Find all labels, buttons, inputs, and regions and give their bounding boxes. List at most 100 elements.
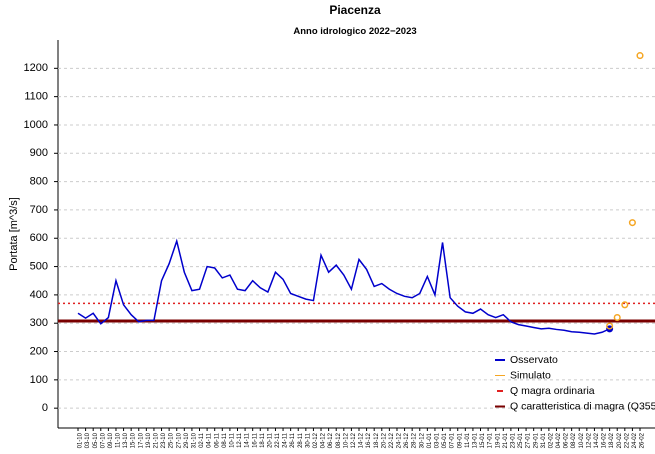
x-tick-label: 02-02 xyxy=(548,432,554,448)
x-tick-label: 14-12 xyxy=(359,432,365,448)
x-tick-label: 18-12 xyxy=(374,432,380,448)
legend-label: Q caratteristica di magra (Q355) xyxy=(510,400,655,412)
x-tick-label: 27-10 xyxy=(176,432,182,448)
x-tick-label: 19-10 xyxy=(146,432,152,448)
x-tick-label: 01-10 xyxy=(78,432,84,448)
y-tick-label: 400 xyxy=(30,289,48,301)
x-tick-label: 12-02 xyxy=(586,432,592,448)
x-tick-label: 26-12 xyxy=(404,432,410,448)
legend-label: Q magra ordinaria xyxy=(510,385,595,397)
x-tick-label: 24-11 xyxy=(283,432,289,448)
x-tick-label: 12-11 xyxy=(237,432,243,448)
x-tick-label: 15-10 xyxy=(131,432,137,448)
x-tick-label: 14-11 xyxy=(245,432,251,448)
x-tick-label: 11-10 xyxy=(116,432,122,448)
x-tick-label: 26-11 xyxy=(290,432,296,448)
x-tick-label: 08-12 xyxy=(336,432,342,448)
y-tick-label: 1100 xyxy=(24,91,48,103)
chart-title: Piacenza xyxy=(329,3,381,17)
x-tick-label: 31-01 xyxy=(541,432,547,448)
simulated-marker xyxy=(628,219,636,227)
x-tick-label: 16-02 xyxy=(602,432,608,448)
x-tick-label: 06-11 xyxy=(214,432,220,448)
legend-label: Osservato xyxy=(510,354,558,366)
x-tick-label: 10-11 xyxy=(229,432,235,448)
x-tick-label: 22-12 xyxy=(389,432,395,448)
simulated-marker xyxy=(613,313,621,322)
x-tick-label: 29-10 xyxy=(184,432,190,448)
x-tick-label: 26-02 xyxy=(640,432,646,448)
x-tick-label: 18-02 xyxy=(609,432,615,448)
x-tick-label: 24-02 xyxy=(632,432,638,448)
x-tick-label: 02-11 xyxy=(199,432,205,448)
x-tick-label: 05-10 xyxy=(93,432,99,448)
x-tick-label: 23-10 xyxy=(161,432,167,448)
x-tick-label: 15-01 xyxy=(480,432,486,448)
y-axis-label: Portata [m^3/s] xyxy=(8,197,20,271)
y-tick-label: 1000 xyxy=(24,119,48,131)
x-tick-label: 05-01 xyxy=(442,432,448,448)
x-tick-label: 22-02 xyxy=(624,432,630,448)
x-tick-label: 23-01 xyxy=(510,432,516,448)
x-tick-label: 28-12 xyxy=(412,432,418,448)
x-tick-label: 07-10 xyxy=(100,432,106,448)
x-tick-label: 20-11 xyxy=(267,432,273,448)
x-tick-label: 04-12 xyxy=(321,432,327,448)
x-tick-label: 29-01 xyxy=(533,432,539,448)
x-tick-label: 16-12 xyxy=(366,432,372,448)
x-tick-label: 06-02 xyxy=(564,432,570,448)
legend-label: Simulato xyxy=(510,369,551,381)
x-tick-label: 09-01 xyxy=(457,432,463,448)
x-tick-label: 17-01 xyxy=(488,432,494,448)
y-tick-label: 700 xyxy=(30,204,48,216)
x-tick-label: 16-11 xyxy=(252,432,258,448)
x-tick-label: 02-12 xyxy=(313,432,319,448)
x-tick-label: 04-02 xyxy=(556,432,562,448)
x-tick-label: 11-01 xyxy=(465,432,471,448)
simulated-marker xyxy=(636,52,644,60)
observed-line xyxy=(77,238,610,335)
x-tick-label: 20-12 xyxy=(381,432,387,448)
y-tick-label: 300 xyxy=(30,317,48,329)
y-tick-label: 1200 xyxy=(24,62,48,74)
x-tick-label: 30-11 xyxy=(305,432,311,448)
x-tick-label: 22-11 xyxy=(275,432,281,448)
x-tick-label: 08-02 xyxy=(571,432,577,448)
y-tick-label: 500 xyxy=(30,260,48,272)
y-tick-label: 0 xyxy=(42,402,48,414)
x-tick-label: 31-10 xyxy=(191,432,197,448)
x-tick-label: 28-11 xyxy=(298,432,304,448)
x-tick-label: 13-10 xyxy=(123,432,129,448)
x-tick-label: 12-12 xyxy=(351,432,357,448)
x-tick-label: 14-02 xyxy=(594,432,600,448)
simulated-marker xyxy=(621,301,629,309)
y-tick-label: 800 xyxy=(30,176,48,188)
x-tick-label: 10-12 xyxy=(343,432,349,448)
y-tick-label: 600 xyxy=(30,232,48,244)
x-tick-label: 21-01 xyxy=(503,432,509,448)
x-tick-label: 07-01 xyxy=(450,432,456,448)
x-tick-label: 30-12 xyxy=(419,432,425,448)
x-tick-label: 21-10 xyxy=(154,432,160,448)
x-tick-label: 25-01 xyxy=(518,432,524,448)
x-tick-label: 08-11 xyxy=(222,432,228,448)
x-tick-label: 10-02 xyxy=(579,432,585,448)
x-tick-label: 06-12 xyxy=(328,432,334,448)
simulated-marker xyxy=(606,322,614,330)
x-tick-label: 20-02 xyxy=(617,432,623,448)
x-tick-label: 13-01 xyxy=(472,432,478,448)
chart-subtitle: Anno idrologico 2022−2023 xyxy=(293,26,416,37)
x-tick-label: 27-01 xyxy=(526,432,532,448)
x-tick-label: 04-11 xyxy=(207,432,213,448)
x-tick-label: 24-12 xyxy=(397,432,403,448)
x-tick-label: 03-10 xyxy=(85,432,91,448)
y-tick-label: 200 xyxy=(30,345,48,357)
y-tick-label: 100 xyxy=(30,374,48,386)
x-tick-label: 17-10 xyxy=(138,432,144,448)
x-tick-label: 03-01 xyxy=(435,432,441,448)
y-tick-label: 900 xyxy=(30,147,48,159)
x-tick-label: 18-11 xyxy=(260,432,266,448)
x-tick-label: 01-01 xyxy=(427,432,433,448)
x-tick-label: 09-10 xyxy=(108,432,114,448)
